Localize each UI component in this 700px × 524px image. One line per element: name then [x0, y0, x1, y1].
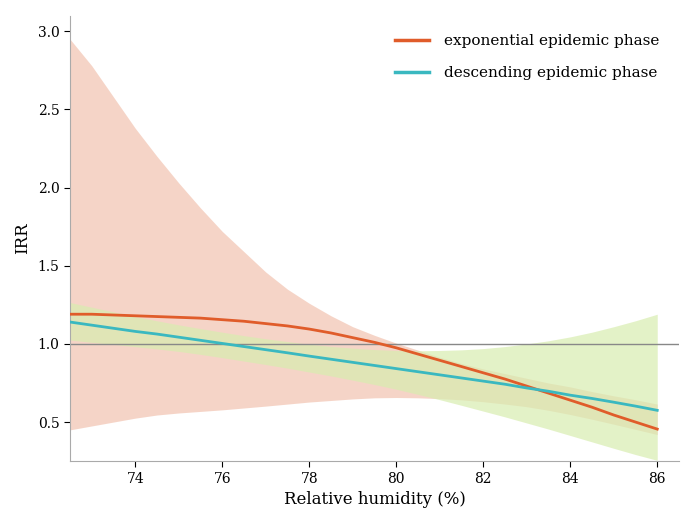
Legend: exponential epidemic phase, descending epidemic phase: exponential epidemic phase, descending e…: [389, 28, 665, 86]
X-axis label: Relative humidity (%): Relative humidity (%): [284, 491, 466, 508]
Y-axis label: IRR: IRR: [14, 223, 31, 254]
